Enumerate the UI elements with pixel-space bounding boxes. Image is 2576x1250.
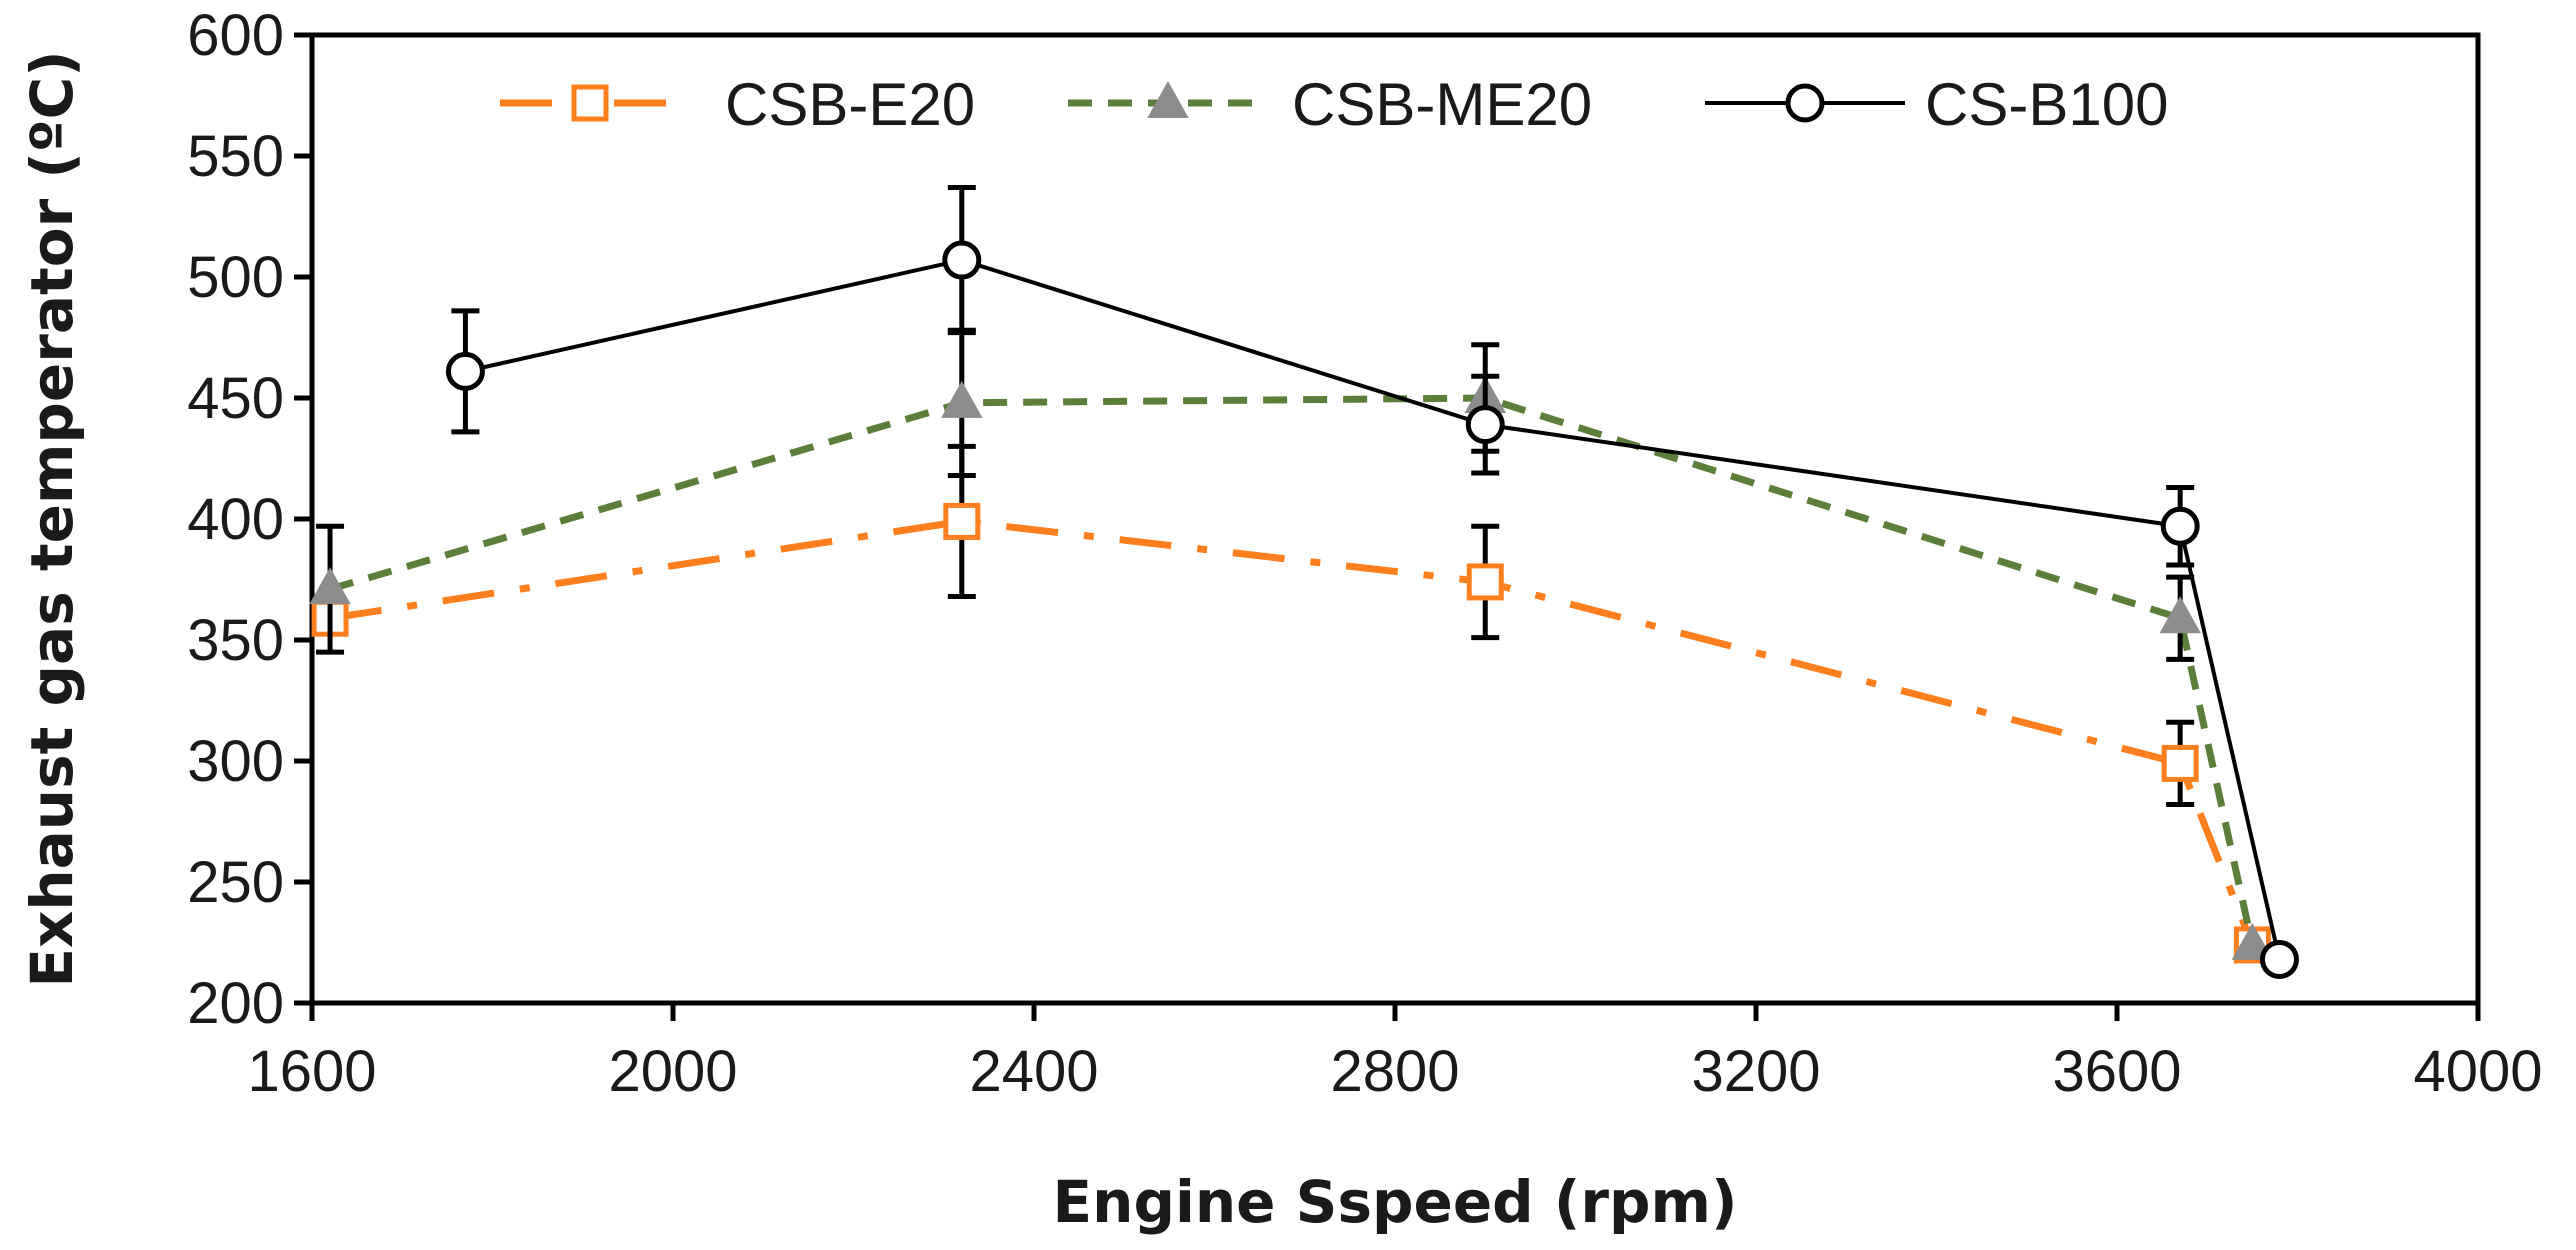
legend-item-csb-me20: CSB-ME20	[1068, 71, 1592, 138]
data-point	[445, 351, 485, 391]
plot-frame	[309, 32, 2481, 1006]
data-point	[1466, 563, 1504, 601]
x-tick-label: 2800	[1330, 1039, 1459, 1104]
data-point	[2231, 922, 2274, 960]
y-tick-label: 200	[187, 971, 284, 1036]
data-point	[2160, 506, 2200, 546]
x-tick-label: 1600	[247, 1039, 376, 1104]
legend-label: CSB-E20	[725, 71, 975, 138]
x-tick-label: 2000	[608, 1039, 737, 1104]
series-csb-me20	[309, 327, 2274, 960]
data-point	[941, 380, 983, 418]
data-point	[1465, 405, 1505, 445]
y-tick-label: 250	[187, 850, 284, 915]
legend: CSB-E20 CSB-ME20 CS-B100	[500, 71, 2168, 138]
y-tick-label: 400	[187, 487, 284, 552]
data-point	[2161, 744, 2199, 782]
series-line	[329, 517, 2256, 947]
x-tick-label: 2400	[969, 1039, 1098, 1104]
x-axis-title: Engine Sspeed (rpm)	[1053, 1168, 1738, 1236]
legend-item-csb-e20: CSB-E20	[500, 71, 975, 138]
legend-label: CSB-ME20	[1292, 71, 1592, 138]
y-tick-label: 300	[187, 729, 284, 794]
y-axis-title: Exhaust gas temperator (ºC)	[18, 50, 86, 987]
series-cs-b100	[445, 184, 2299, 979]
y-tick-label: 350	[187, 608, 284, 673]
x-tick-label: 3600	[2052, 1039, 2181, 1104]
data-point	[309, 567, 351, 605]
series-line	[464, 258, 2282, 960]
series-csb-e20	[311, 443, 2271, 964]
data-point	[2259, 939, 2299, 979]
y-tick-label: 500	[187, 245, 284, 310]
legend-marker	[1147, 80, 1189, 118]
series-line	[329, 394, 2256, 946]
legend-item-cs-b100: CS-B100	[1705, 71, 2168, 138]
series-layer	[309, 184, 2299, 979]
y-tick-label: 450	[187, 366, 284, 431]
data-point	[2159, 596, 2201, 634]
y-tick-label: 550	[187, 124, 284, 189]
legend-marker	[1785, 83, 1825, 123]
y-tick-label: 600	[187, 3, 284, 68]
data-point	[943, 502, 981, 540]
data-point	[942, 240, 982, 280]
axes: 200 250 300 350 400 450 500 550 600 1600 2000 2400 2…	[187, 3, 2542, 1104]
x-tick-label: 4000	[2413, 1039, 2542, 1104]
x-tick-label: 3200	[1691, 1039, 1820, 1104]
legend-marker	[571, 84, 609, 122]
legend-label: CS-B100	[1925, 71, 2168, 138]
